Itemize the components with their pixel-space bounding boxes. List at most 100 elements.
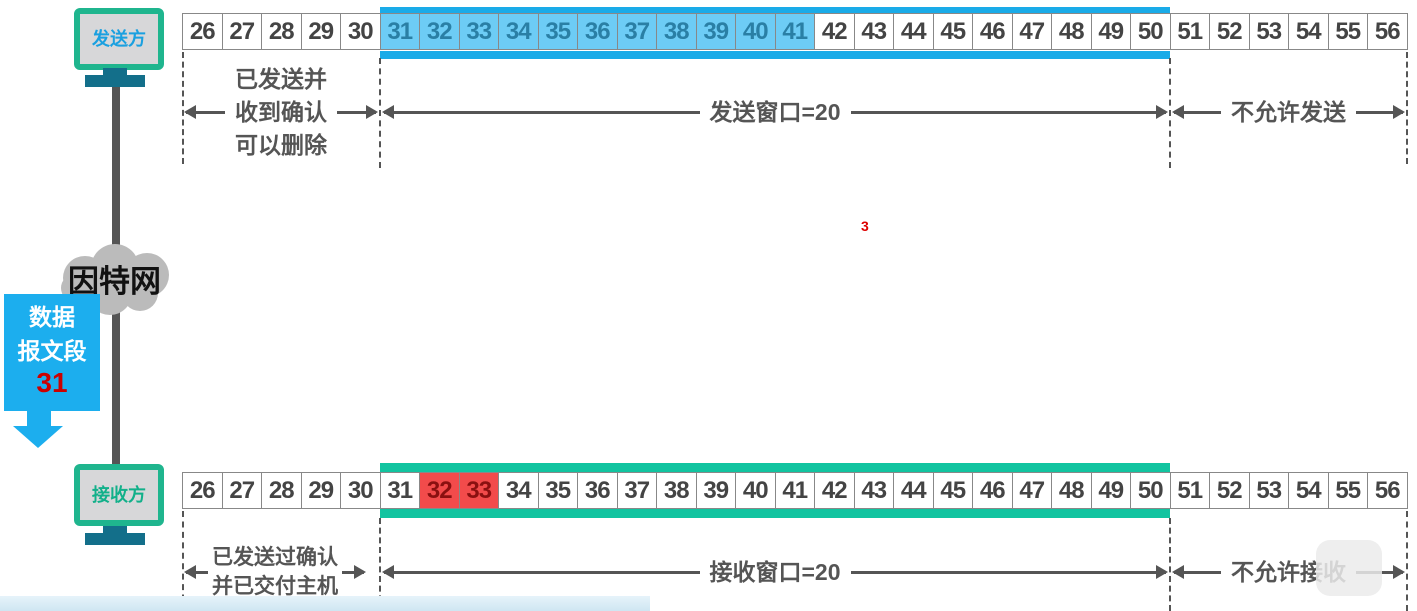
receiver-sequence-row: 26 27 28 29 30 31 32 33 34 35 36 37 38 39 40 41 42 43 44 45… <box>182 472 1408 509</box>
sequence-cell-35: 35 <box>538 13 578 50</box>
sequence-cell-54: 54 <box>1289 13 1329 50</box>
sequence-cell-29: 29 <box>301 13 341 50</box>
marker-text: 3 <box>861 218 869 234</box>
sequence-cell-49: 49 <box>1091 13 1131 50</box>
send-forbidden-label: 不允许发送 <box>1231 98 1346 125</box>
divider <box>1169 58 1171 168</box>
sequence-cell-43: 43 <box>854 472 894 509</box>
sequence-cell-40: 40 <box>736 472 776 509</box>
sequence-cell-55: 55 <box>1328 13 1368 50</box>
recv-window-bar-top <box>380 463 1170 472</box>
sequence-cell-38: 38 <box>657 472 697 509</box>
sequence-cell-49: 49 <box>1091 472 1131 509</box>
sequence-cell-48: 48 <box>1052 13 1092 50</box>
send-window-bar-bottom <box>380 51 1170 59</box>
divider <box>1406 511 1408 611</box>
recv-window-bar-bottom <box>380 509 1170 518</box>
sequence-cell-30: 30 <box>341 472 381 509</box>
sender-sequence-row: 26 27 28 29 30 31 32 33 34 35 36 37 38 39 40 41 42 43 44 45… <box>182 13 1408 50</box>
divider <box>182 511 184 611</box>
divider <box>1406 52 1408 164</box>
sequence-cell-31: 31 <box>380 472 420 509</box>
sequence-cell-41: 41 <box>775 472 815 509</box>
sequence-cell-48: 48 <box>1052 472 1092 509</box>
recv-window-label: 接收窗口=20 <box>709 558 841 585</box>
packet-label: 数据 报文段 <box>17 304 87 364</box>
sequence-cell-28: 28 <box>262 472 302 509</box>
sequence-cell-51: 51 <box>1170 472 1210 509</box>
sequence-cell-56: 56 <box>1368 472 1408 509</box>
sequence-cell-30: 30 <box>341 13 381 50</box>
sequence-cell-37: 37 <box>617 472 657 509</box>
send-window-label: 发送窗口=20 <box>709 98 841 125</box>
sequence-cell-50: 50 <box>1131 13 1171 50</box>
packet-number: 31 <box>36 367 68 398</box>
receiver-label: 接收方 <box>92 485 146 505</box>
sequence-cell-27: 27 <box>222 472 262 509</box>
data-segment-packet: 数据 报文段 31 <box>4 294 100 411</box>
sequence-cell-39: 39 <box>696 13 736 50</box>
water-decoration <box>0 596 650 611</box>
sequence-cell-40: 40 <box>736 13 776 50</box>
send-forbidden-range: 不允许发送 <box>1172 82 1405 142</box>
sequence-cell-26: 26 <box>182 13 223 50</box>
receiver-monitor: 接收方 <box>74 464 164 526</box>
sequence-cell-53: 53 <box>1249 472 1289 509</box>
sequence-cell-32: 32 <box>420 472 460 509</box>
sequence-cell-42: 42 <box>815 472 855 509</box>
sequence-cell-53: 53 <box>1249 13 1289 50</box>
sequence-cell-50: 50 <box>1131 472 1171 509</box>
sequence-cell-39: 39 <box>696 472 736 509</box>
sequence-cell-47: 47 <box>1012 13 1052 50</box>
sequence-cell-36: 36 <box>578 472 618 509</box>
sequence-cell-37: 37 <box>617 13 657 50</box>
sequence-cell-56: 56 <box>1368 13 1408 50</box>
down-arrow-head-icon <box>13 426 63 448</box>
receiver-stand <box>85 526 145 545</box>
send-window-range: 发送窗口=20 <box>382 82 1168 142</box>
sequence-cell-54: 54 <box>1289 472 1329 509</box>
sequence-cell-55: 55 <box>1328 472 1368 509</box>
divider <box>182 52 184 164</box>
sender-stand <box>85 68 145 87</box>
sequence-cell-52: 52 <box>1210 13 1250 50</box>
send-window-bar-top <box>380 7 1170 13</box>
divider <box>379 58 381 168</box>
sequence-cell-52: 52 <box>1210 472 1250 509</box>
sequence-cell-41: 41 <box>775 13 815 50</box>
sequence-cell-42: 42 <box>815 13 855 50</box>
sequence-cell-26: 26 <box>182 472 223 509</box>
video-player-watermark-icon <box>1316 540 1382 596</box>
acked-label: 已发送并 收到确认 可以删除 <box>235 65 327 158</box>
sequence-cell-47: 47 <box>1012 472 1052 509</box>
sequence-cell-34: 34 <box>499 472 539 509</box>
sequence-cell-33: 33 <box>459 13 499 50</box>
sequence-cell-31: 31 <box>380 13 420 50</box>
divider <box>1169 518 1171 611</box>
sequence-cell-36: 36 <box>578 13 618 50</box>
sequence-cell-45: 45 <box>933 472 973 509</box>
sequence-cell-28: 28 <box>262 13 302 50</box>
sequence-cell-33: 33 <box>459 472 499 509</box>
sequence-cell-27: 27 <box>222 13 262 50</box>
sequence-cell-44: 44 <box>894 472 934 509</box>
sequence-cell-46: 46 <box>973 13 1013 50</box>
network-label: 因特网 <box>68 264 161 299</box>
acked-range: 已发送并 收到确认 可以删除 <box>184 66 378 158</box>
sequence-cell-45: 45 <box>933 13 973 50</box>
sequence-cell-46: 46 <box>973 472 1013 509</box>
sequence-cell-35: 35 <box>538 472 578 509</box>
delivered-label: 已发送过确认 并已交付主机 <box>212 546 338 598</box>
sender-monitor: 发送方 <box>74 8 164 70</box>
sequence-cell-38: 38 <box>657 13 697 50</box>
recv-window-range: 接收窗口=20 <box>382 542 1168 602</box>
sequence-cell-34: 34 <box>499 13 539 50</box>
sequence-cell-29: 29 <box>301 472 341 509</box>
down-arrow-icon <box>27 411 51 427</box>
delivered-range: 已发送过确认 并已交付主机 <box>184 542 376 602</box>
sequence-cell-51: 51 <box>1170 13 1210 50</box>
sequence-cell-44: 44 <box>894 13 934 50</box>
sender-label: 发送方 <box>92 29 146 49</box>
divider <box>379 518 381 611</box>
sequence-cell-43: 43 <box>854 13 894 50</box>
